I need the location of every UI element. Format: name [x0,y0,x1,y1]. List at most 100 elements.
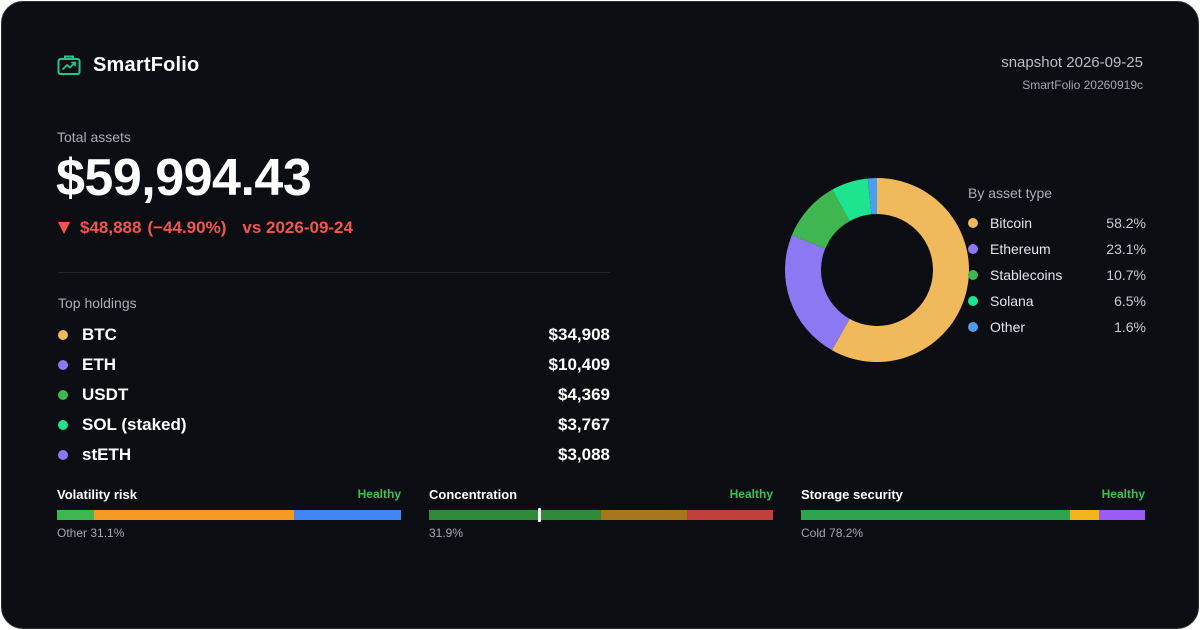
brand-name: SmartFolio [93,53,200,76]
holding-row[interactable]: USDT $4,369 [58,380,610,410]
meter-bar [801,510,1145,520]
meter-storage-security: Storage security Healthy Cold 78.2% [801,486,1145,540]
holdings-list: BTC $34,908 ETH $10,409 USDT $4,369 SOL (stake… [58,320,610,470]
holding-color-dot [58,330,68,340]
legend-item[interactable]: Ethereum 23.1% [968,236,1146,262]
holding-symbol: stETH [82,445,132,464]
meter-title: Concentration [429,486,518,502]
legend-title: By asset type [968,185,1053,201]
holding-left: SOL (staked) [58,415,187,435]
meter-segment [294,510,401,520]
legend-label: Ethereum [990,241,1051,257]
legend-color-dot [968,218,978,228]
holding-symbol: SOL (staked) [82,415,187,434]
meter-status: Healthy [357,487,401,501]
change-row: $48,888 (−44.90%) vs 2026-09-24 [58,218,353,238]
meter-segment [57,510,95,520]
holding-color-dot [58,420,68,430]
holding-row[interactable]: SOL (staked) $3,767 [58,410,610,440]
change-amount: $48,888 [80,218,142,237]
legend-left: Bitcoin [968,215,1032,231]
meter-header: Concentration Healthy [429,486,773,502]
holding-symbol: USDT [82,385,129,404]
donut-slice-stablecoins[interactable] [791,189,850,249]
legend-item[interactable]: Other 1.6% [968,314,1146,340]
meter-header: Volatility risk Healthy [57,486,401,502]
legend-label: Solana [990,293,1034,309]
legend-label: Stablecoins [990,267,1063,283]
snapshot-date: snapshot 2026-09-25 [1001,54,1143,71]
meter-note: Cold 78.2% [801,526,864,540]
legend-item[interactable]: Bitcoin 58.2% [968,210,1146,236]
divider [58,272,610,273]
brand: SmartFolio [56,52,199,78]
legend-color-dot [968,322,978,332]
top-holdings-label: Top holdings [58,295,137,311]
legend-percent: 6.5% [1114,293,1146,309]
legend-left: Ethereum [968,241,1051,257]
donut-slice-other[interactable] [867,178,877,215]
holding-color-dot [58,450,68,460]
meter-status: Healthy [729,487,773,501]
holding-value: $34,908 [548,325,610,344]
meter-segment [601,510,687,520]
meter-segment [801,510,1070,520]
legend-item[interactable]: Solana 6.5% [968,288,1146,314]
legend-color-dot [968,296,978,306]
holding-symbol: ETH [82,355,116,374]
holding-symbol: BTC [82,325,117,344]
meter-title: Storage security [801,486,903,502]
holding-row[interactable]: ETH $10,409 [58,350,610,380]
legend-percent: 23.1% [1106,241,1146,257]
legend-percent: 1.6% [1114,319,1146,335]
meter-segment [429,510,601,520]
asset-type-donut-chart [785,178,969,362]
holding-value: $3,767 [558,415,610,434]
legend-percent: 10.7% [1106,267,1146,283]
legend-label: Bitcoin [990,215,1033,231]
holding-value: $4,369 [558,385,610,404]
legend-percent: 58.2% [1106,215,1146,231]
meter-header: Storage security Healthy [801,486,1145,502]
meter-note: 31.9% [429,526,464,540]
down-triangle-icon [58,222,70,234]
holding-left: BTC [58,325,117,345]
holding-left: USDT [58,385,128,405]
meter-segment [1070,510,1099,520]
holding-row[interactable]: BTC $34,908 [58,320,610,350]
legend-left: Solana [968,293,1034,309]
donut-slice-solana[interactable] [832,178,872,222]
total-assets-value: $59,994.43 [56,149,312,207]
legend: Bitcoin 58.2% Ethereum 23.1% Stablecoins 10.7… [968,210,1146,340]
meter-title: Volatility risk [57,486,137,502]
meter-segment [94,510,295,520]
holding-value: $10,409 [548,355,610,374]
meter-bar [429,508,773,522]
meter-bar [57,510,401,520]
holding-left: stETH [58,445,131,465]
legend-left: Stablecoins [968,267,1062,283]
meter-status: Healthy [1101,487,1145,501]
holding-row[interactable]: stETH $3,088 [58,440,610,470]
holding-color-dot [58,390,68,400]
briefcase-chart-icon [57,55,81,75]
change-percent: (−44.90%) [147,218,227,237]
meter-concentration: Concentration Healthy 31.9% [429,486,773,540]
holding-left: ETH [58,355,116,375]
donut-slice-ethereum[interactable] [785,234,850,351]
legend-color-dot [968,244,978,254]
meter-marker [537,508,541,522]
legend-item[interactable]: Stablecoins 10.7% [968,262,1146,288]
meter-segment [687,510,773,520]
legend-color-dot [968,270,978,280]
comparison-date: vs 2026-09-24 [242,218,353,237]
donut-slice-bitcoin[interactable] [831,178,969,362]
version-label: SmartFolio 20260919c [1022,78,1143,92]
holding-value: $3,088 [558,445,610,464]
meter-note: Other 31.1% [57,526,125,540]
meter-segment [1098,510,1145,520]
legend-label: Other [990,319,1026,335]
legend-left: Other [968,319,1025,335]
meter-volatility-risk: Volatility risk Healthy Other 31.1% [57,486,401,540]
